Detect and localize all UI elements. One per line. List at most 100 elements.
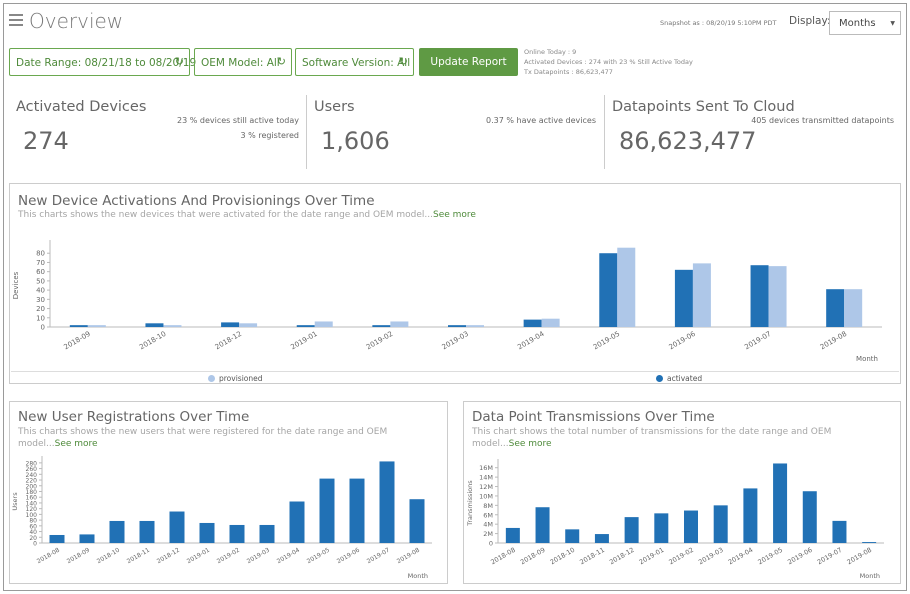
y-tick-label: 280 bbox=[26, 460, 38, 467]
users-value: 1,606 bbox=[321, 127, 390, 155]
bar-provisioned-2019-07 bbox=[768, 266, 787, 327]
x-tick-label: 2019-06 bbox=[336, 547, 361, 566]
bar-value-2018-08 bbox=[49, 534, 65, 543]
legend-provisioned-swatch bbox=[208, 375, 215, 382]
bar-value-2019-01 bbox=[654, 513, 669, 543]
bar-value-2019-07 bbox=[832, 520, 847, 543]
y-tick-label: 20 bbox=[29, 535, 37, 542]
y-tick-label: 16M bbox=[479, 464, 493, 472]
y-tick-label: 240 bbox=[26, 472, 38, 479]
bar-value-2018-09 bbox=[79, 534, 95, 543]
bar-provisioned-2018-10 bbox=[163, 325, 182, 327]
bar-provisioned-2018-09 bbox=[87, 325, 106, 327]
y-tick-label: 6M bbox=[483, 511, 493, 519]
y-tick-label: 220 bbox=[26, 478, 38, 485]
bar-activated-2018-09 bbox=[69, 325, 88, 327]
x-tick-label: 2019-01 bbox=[289, 330, 318, 352]
y-tick-label: 160 bbox=[26, 495, 38, 502]
registrations-chart-title: New User Registrations Over Time bbox=[18, 409, 250, 425]
y-tick-label: 14M bbox=[479, 474, 493, 482]
registrations-see-more-link[interactable]: See more bbox=[54, 439, 98, 449]
date-range-filter[interactable]: Date Range: 08/21/18 to 08/20/19 ↻ bbox=[9, 48, 196, 76]
bar-value-2018-10 bbox=[109, 520, 125, 543]
registrations-desc-text: This charts shows the new users that wer… bbox=[18, 427, 388, 449]
display-label: Display: bbox=[789, 15, 831, 27]
bar-activated-2018-12 bbox=[221, 322, 240, 327]
datapoints-value: 86,623,477 bbox=[619, 127, 757, 155]
bar-provisioned-2019-04 bbox=[541, 318, 560, 327]
x-tick-label: 2019-04 bbox=[727, 546, 755, 567]
software-version-filter[interactable]: Software Version: All ↻ bbox=[295, 48, 414, 76]
registrations-panel: New User Registrations Over Time This ch… bbox=[9, 401, 448, 584]
legend-provisioned-label: provisioned bbox=[219, 374, 263, 383]
update-report-button[interactable]: Update Report bbox=[419, 48, 518, 76]
x-tick-label: 2018-08 bbox=[36, 547, 61, 566]
y-tick-label: 30 bbox=[36, 296, 45, 304]
date-range-label: Date Range: 08/21/18 to 08/20/19 bbox=[16, 57, 197, 69]
refresh-icon[interactable]: ↻ bbox=[174, 55, 184, 68]
bar-provisioned-2019-01 bbox=[314, 321, 333, 327]
bar-value-2019-06 bbox=[349, 478, 365, 543]
x-tick-label: 2019-05 bbox=[592, 330, 621, 352]
y-tick-label: 8M bbox=[483, 502, 493, 510]
y-tick-label: 4M bbox=[483, 521, 493, 529]
page-title: Overview bbox=[29, 9, 124, 33]
bar-activated-2019-03 bbox=[448, 325, 466, 327]
legend-activated-swatch bbox=[656, 375, 663, 382]
y-tick-label: 100 bbox=[26, 512, 38, 519]
x-tick-label: 2019-05 bbox=[757, 546, 785, 567]
bar-value-2019-02 bbox=[229, 524, 245, 543]
legend-provisioned: provisioned bbox=[208, 374, 263, 383]
activations-chart-title: New Device Activations And Provisionings… bbox=[18, 193, 375, 209]
x-tick-label: 2018-09 bbox=[62, 330, 91, 352]
y-tick-label: 12M bbox=[479, 483, 493, 491]
y-tick-label: 0 bbox=[489, 540, 493, 548]
bar-value-2018-08 bbox=[505, 527, 520, 543]
bar-activated-2018-10 bbox=[145, 323, 164, 327]
activations-panel: New Device Activations And Provisionings… bbox=[9, 183, 901, 384]
x-axis-label: Month bbox=[408, 572, 428, 580]
menu-icon[interactable] bbox=[9, 14, 23, 26]
stat-divider bbox=[306, 95, 307, 169]
x-tick-label: 2019-02 bbox=[667, 546, 695, 567]
x-tick-label: 2019-07 bbox=[366, 547, 391, 566]
oem-model-filter[interactable]: OEM Model: All ↻ bbox=[194, 48, 292, 76]
bar-provisioned-2019-06 bbox=[692, 263, 711, 327]
refresh-icon[interactable]: ↻ bbox=[276, 55, 286, 68]
x-tick-label: 2019-04 bbox=[276, 547, 301, 566]
bar-value-2018-10 bbox=[565, 529, 580, 543]
x-tick-label: 2019-06 bbox=[786, 546, 814, 567]
snapshot-timestamp: Snapshot as : 08/20/19 5:10PM PDT bbox=[660, 19, 777, 27]
x-tick-label: 2019-03 bbox=[441, 330, 470, 352]
x-tick-label: 2019-04 bbox=[516, 330, 546, 352]
tx-datapoints-text: Tx Datapoints : 86,623,477 bbox=[524, 68, 613, 76]
x-tick-label: 2018-11 bbox=[578, 546, 606, 567]
y-axis-label: Transmissions bbox=[466, 480, 474, 527]
y-tick-label: 80 bbox=[36, 250, 45, 258]
x-tick-label: 2018-12 bbox=[214, 330, 243, 352]
transmissions-see-more-link[interactable]: See more bbox=[508, 439, 552, 449]
refresh-icon[interactable]: ↻ bbox=[398, 55, 408, 68]
bar-activated-2019-07 bbox=[750, 265, 769, 327]
activated-summary-text: Activated Devices : 274 with 23 % Still … bbox=[524, 58, 693, 66]
display-select[interactable]: Months ▼ bbox=[829, 11, 901, 35]
y-tick-label: 50 bbox=[36, 277, 45, 285]
x-axis-label: Month bbox=[856, 355, 878, 363]
transmissions-panel: Data Point Transmissions Over Time This … bbox=[463, 401, 901, 584]
bar-value-2019-05 bbox=[773, 463, 788, 543]
online-today-text: Online Today : 9 bbox=[524, 48, 577, 56]
y-tick-label: 10M bbox=[479, 492, 493, 500]
bar-value-2019-01 bbox=[199, 522, 215, 543]
datapoints-title: Datapoints Sent To Cloud bbox=[612, 99, 795, 115]
y-tick-label: 0 bbox=[41, 324, 45, 332]
transmissions-desc-text: This chart shows the total number of tra… bbox=[472, 427, 832, 449]
activated-devices-title: Activated Devices bbox=[16, 99, 147, 115]
bar-value-2018-12 bbox=[624, 517, 639, 543]
x-tick-label: 2019-03 bbox=[697, 546, 725, 567]
activations-see-more-link[interactable]: See more bbox=[432, 210, 476, 220]
x-tick-label: 2018-12 bbox=[156, 547, 181, 566]
x-tick-label: 2018-12 bbox=[608, 546, 636, 567]
y-axis-label: Devices bbox=[12, 271, 20, 299]
bar-value-2018-12 bbox=[169, 511, 185, 543]
